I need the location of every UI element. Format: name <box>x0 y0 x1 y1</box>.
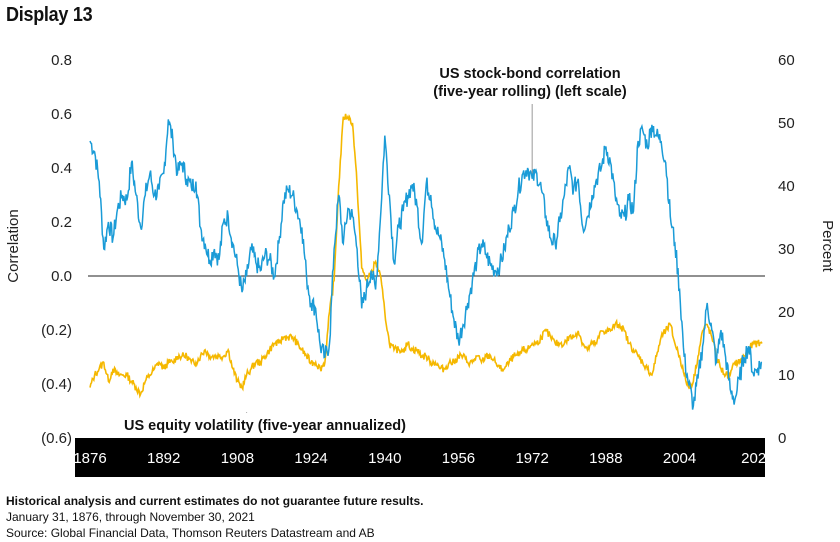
left-tick-label: 0.0 <box>51 268 72 285</box>
left-tick-label: (0.6) <box>41 430 72 447</box>
dual-axis-line-chart: 0.8 0.6 0.4 0.2 0.0 (0.2) (0.4) (0.6) 60 50 40 30 2… <box>5 52 836 477</box>
right-tick-label: 0 <box>778 430 786 447</box>
right-tick-label: 50 <box>778 115 795 132</box>
right-tick-label: 30 <box>778 241 795 258</box>
year-tick-label: 1924 <box>294 450 327 467</box>
date-range-text: January 31, 1876, through November 30, 2… <box>6 510 255 524</box>
year-axis-ticks: 1876 1892 1908 1924 1940 1956 1972 1988 2004 2021 <box>73 450 774 467</box>
right-axis-ticks: 60 50 40 30 20 10 0 <box>778 52 795 447</box>
year-tick-label: 1956 <box>442 450 475 467</box>
left-tick-label: (0.4) <box>41 376 72 393</box>
left-tick-label: 0.2 <box>51 214 72 231</box>
year-bar <box>75 438 765 477</box>
volatility-annotation: US equity volatility (five-year annualiz… <box>124 418 406 434</box>
disclaimer-text: Historical analysis and current estimate… <box>6 494 424 508</box>
year-tick-label: 1988 <box>589 450 622 467</box>
footer: Historical analysis and current estimate… <box>6 493 423 541</box>
year-tick-label: 1892 <box>147 450 180 467</box>
year-tick-label: 1940 <box>368 450 401 467</box>
source-text: Source: Global Financial Data, Thomson R… <box>6 526 375 540</box>
equity-volatility-line <box>89 113 763 399</box>
right-tick-label: 60 <box>778 52 795 69</box>
stock-bond-correlation-line <box>89 119 763 410</box>
correlation-annotation-line-1: US stock-bond correlation <box>439 66 620 82</box>
year-tick-label: 1908 <box>221 450 254 467</box>
left-axis-title: Correlation <box>5 209 22 282</box>
year-tick-label: 1876 <box>73 450 106 467</box>
left-tick-label: 0.4 <box>51 160 72 177</box>
display-title: Display 13 <box>6 4 93 26</box>
year-tick-label: 2021 <box>741 450 774 467</box>
year-tick-label: 1972 <box>515 450 548 467</box>
correlation-annotation-line-2: (five-year rolling) (left scale) <box>433 84 627 100</box>
year-tick-label: 2004 <box>663 450 696 467</box>
right-axis-title: Percent <box>819 220 836 273</box>
left-axis-ticks: 0.8 0.6 0.4 0.2 0.0 (0.2) (0.4) (0.6) <box>41 52 72 447</box>
right-tick-label: 40 <box>778 178 795 195</box>
right-tick-label: 10 <box>778 367 795 384</box>
right-tick-label: 20 <box>778 304 795 321</box>
left-tick-label: (0.2) <box>41 322 72 339</box>
left-tick-label: 0.8 <box>51 52 72 69</box>
left-tick-label: 0.6 <box>51 106 72 123</box>
